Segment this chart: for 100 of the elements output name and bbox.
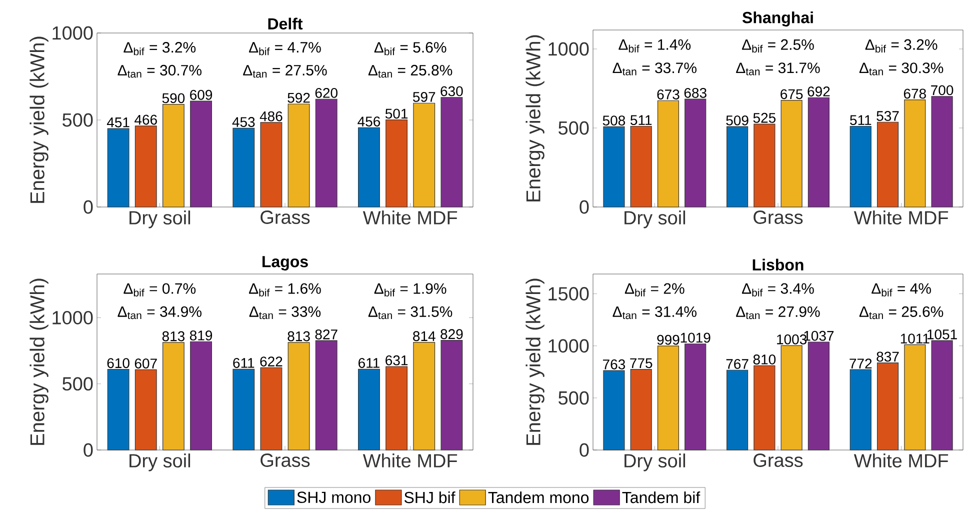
annotation: Δ$_{tan}$ = 27.5% (243, 64, 327, 78)
data-label: 763 (603, 359, 626, 370)
data-label: 829 (440, 329, 463, 340)
chart-title: Shanghai (742, 12, 813, 26)
data-label: 486 (260, 111, 282, 122)
x-tick-label: Grass (260, 210, 310, 224)
x-tick-label: Dry soil (130, 454, 190, 472)
annotation: Δ$_{tan}$ = 33.7% (612, 62, 696, 76)
data-label: 501 (385, 108, 408, 119)
data-label: 451 (106, 118, 130, 128)
data-label: 1051 (928, 329, 957, 340)
chart-title: Lagos (262, 256, 308, 270)
y-tick-label: 1000 (548, 42, 589, 56)
y-tick-label: 1000 (548, 339, 589, 353)
x-tick-label: Dry soil (130, 210, 190, 228)
x-tick-label: Dry soil (624, 210, 686, 228)
data-label: 692 (808, 86, 830, 96)
data-label: 611 (233, 358, 254, 368)
legend-label: Tandem mono (488, 491, 589, 504)
annotation: Δ$_{tan}$ = 33% (249, 306, 321, 320)
y-tick-label: 0 (580, 443, 589, 457)
x-tick-label: Dry soil (624, 454, 686, 472)
chart-title: Delft (268, 18, 303, 30)
annotation: Δ$_{bif}$ = 5.6% (374, 42, 446, 56)
data-label: 813 (288, 331, 310, 342)
x-tick-label: White MDF (362, 454, 458, 468)
data-label: 683 (684, 88, 706, 98)
data-label: 813 (162, 331, 185, 342)
data-label: 775 (630, 358, 652, 368)
y-tick-label: 500 (558, 121, 589, 135)
data-label: 675 (780, 89, 803, 100)
data-label: 456 (358, 116, 380, 126)
y-axis-title: Energy yield (kWh) (30, 36, 48, 203)
data-label: 622 (260, 356, 282, 366)
annotation: Δ$_{bif}$ = 1.9% (374, 283, 446, 296)
data-label: 1011 (900, 334, 930, 344)
data-label: 1019 (680, 332, 710, 343)
annotation: Δ$_{tan}$ = 30.3% (859, 62, 944, 76)
data-label: 611 (358, 358, 380, 368)
data-label: 772 (850, 358, 872, 368)
data-label: 511 (630, 115, 652, 126)
data-label: 999 (657, 334, 680, 345)
annotation: Δ$_{bif}$ = 1.4% (618, 39, 691, 53)
y-tick-label: 1500 (548, 287, 589, 301)
data-label: 537 (876, 111, 899, 121)
annotation: Δ$_{tan}$ = 31.4% (612, 306, 696, 320)
data-label: 814 (413, 331, 436, 342)
annotation: Δ$_{bif}$ = 2% (624, 283, 684, 296)
y-tick-label: 0 (84, 443, 93, 457)
data-label: 509 (726, 115, 748, 126)
data-label: 630 (440, 86, 463, 96)
x-tick-label: White MDF (854, 210, 948, 224)
annotation: Δ$_{tan}$ = 34.9% (118, 306, 202, 320)
data-label: 525 (753, 112, 776, 123)
annotation: Δ$_{bif}$ = 3.2% (124, 42, 196, 56)
data-label: 837 (876, 352, 899, 362)
y-tick-label: 1000 (52, 310, 93, 324)
y-tick-label: 0 (84, 200, 93, 214)
data-label: 610 (107, 358, 130, 368)
annotation: Δ$_{bif}$ = 1.6% (249, 283, 321, 296)
y-tick-label: 500 (62, 377, 93, 391)
data-label: 678 (904, 88, 926, 99)
annotation: Δ$_{tan}$ = 25.6% (859, 306, 944, 320)
legend-label: Tandem bif (622, 491, 700, 504)
y-axis-title: Energy yield (kWh) (526, 35, 544, 202)
data-label: 620 (315, 88, 338, 98)
data-label: 1037 (804, 330, 834, 341)
data-label: 592 (288, 92, 310, 103)
data-label: 453 (232, 117, 255, 127)
data-label: 810 (753, 354, 776, 364)
data-label: 466 (134, 114, 157, 125)
x-tick-label: Grass (754, 454, 803, 467)
annotation: Δ$_{tan}$ = 31.7% (736, 62, 820, 76)
data-label: 1003 (777, 334, 807, 344)
data-label: 597 (413, 92, 436, 102)
legend-label: SHJ bif (404, 491, 456, 504)
legend-label: SHJ mono (297, 492, 370, 503)
data-label: 590 (162, 93, 185, 104)
data-label: 767 (726, 359, 748, 369)
y-tick-label: 500 (558, 391, 589, 405)
y-axis-title: Energy yield (kWh) (30, 278, 48, 445)
data-label: 827 (315, 329, 338, 340)
annotation: Δ$_{bif}$ = 4% (872, 283, 931, 296)
y-tick-label: 0 (580, 200, 589, 214)
data-label: 508 (602, 116, 626, 126)
annotation: Δ$_{bif}$ = 4.7% (249, 42, 321, 56)
y-axis-title: Energy yield (kWh) (526, 278, 544, 445)
data-label: 819 (190, 330, 212, 340)
x-tick-label: White MDF (854, 454, 948, 468)
y-tick-label: 500 (62, 113, 93, 127)
x-tick-label: Grass (754, 210, 803, 224)
data-label: 631 (386, 355, 408, 366)
annotation: Δ$_{bif}$ = 0.7% (124, 283, 196, 296)
annotation: Δ$_{bif}$ = 2.5% (742, 39, 814, 53)
annotation: Δ$_{bif}$ = 3.2% (865, 39, 938, 53)
annotation: Δ$_{bif}$ = 3.4% (742, 283, 814, 296)
chart-title: Lisbon (752, 258, 804, 270)
data-label: 609 (190, 90, 212, 100)
data-label: 607 (134, 358, 157, 368)
annotation: Δ$_{tan}$ = 27.9% (736, 306, 820, 320)
